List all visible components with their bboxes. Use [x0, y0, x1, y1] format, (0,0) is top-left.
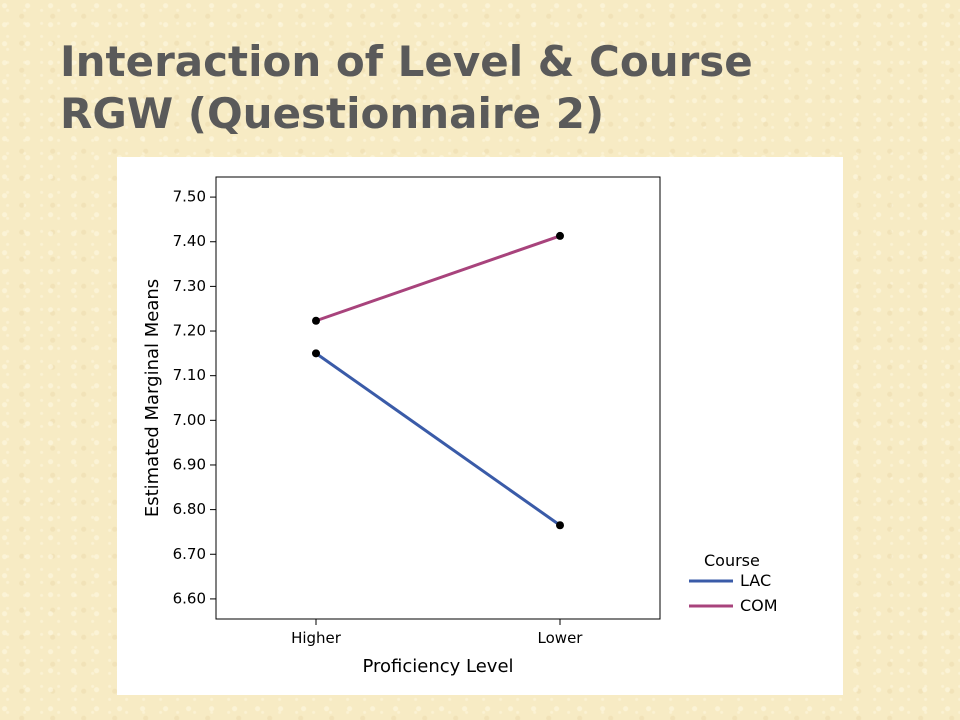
y-tick-label: 7.50	[173, 188, 206, 206]
y-tick-label: 6.90	[173, 455, 206, 473]
y-axis-title: Estimated Marginal Means	[142, 279, 163, 517]
data-point-lac	[312, 349, 320, 358]
data-point-com	[312, 316, 320, 325]
series-line-com	[315, 234, 561, 323]
y-tick-label: 7.00	[173, 411, 206, 429]
x-tick-label: Lower	[538, 629, 584, 647]
y-tick-label: 6.70	[173, 545, 206, 563]
plot-frame	[215, 176, 661, 620]
x-axis-title: Proficiency Level	[362, 656, 513, 677]
y-tick-label: 7.20	[173, 322, 206, 340]
y-tick-label: 7.10	[173, 366, 206, 384]
interaction-line-chart: 7.50 7.40 7.30 7.20 7.10 7.00 6.90 6.80 6.70 6.60…	[142, 176, 778, 677]
data-point-lac	[556, 521, 564, 530]
slide-title-line-2: RGW (Questionnaire 2)	[60, 89, 605, 138]
chart-panel: 7.50 7.40 7.30 7.20 7.10 7.00 6.90 6.80 6.70 6.60…	[117, 157, 843, 695]
y-axis: 7.50 7.40 7.30 7.20 7.10 7.00 6.90 6.80 6.70 6.60	[173, 188, 216, 607]
legend-label-com: COM	[740, 596, 778, 615]
x-axis: Higher Lower	[291, 619, 583, 647]
slide-title-line-1: Interaction of Level & Course	[60, 37, 753, 86]
y-tick-label: 6.80	[173, 500, 206, 518]
legend-label-lac: LAC	[740, 571, 771, 590]
series-layer	[312, 231, 564, 530]
y-tick-label: 6.60	[173, 589, 206, 607]
x-tick-label: Higher	[291, 629, 342, 647]
data-point-com	[556, 231, 564, 240]
legend-title: Course	[704, 551, 760, 570]
legend: Course LAC COM	[689, 551, 778, 615]
y-tick-label: 7.40	[173, 232, 206, 250]
y-tick-label: 7.30	[173, 277, 206, 295]
series-line-lac	[315, 352, 561, 527]
slide-title: Interaction of Level & Course RGW (Quest…	[60, 36, 940, 140]
